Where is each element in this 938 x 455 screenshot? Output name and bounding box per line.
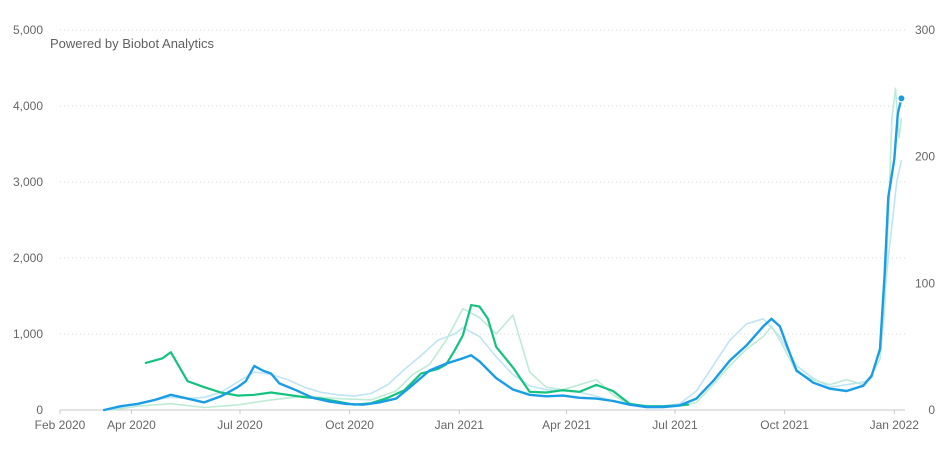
left-y-tick-label: 4,000 xyxy=(13,99,43,113)
left-y-tick-label: 5,000 xyxy=(13,23,43,37)
right-y-tick-label: 300 xyxy=(915,23,935,37)
x-tick-label: Apr 2020 xyxy=(107,418,156,432)
series-layer xyxy=(102,87,906,412)
grid-lines xyxy=(60,29,905,411)
series-line-light-blue xyxy=(103,159,903,411)
right-y-tick-label: 0 xyxy=(928,403,935,417)
left-y-tick-label: 2,000 xyxy=(13,251,43,265)
x-tick-label: Jul 2020 xyxy=(217,418,263,432)
right-y-tick-label: 100 xyxy=(915,276,935,290)
left-y-tick-label: 3,000 xyxy=(13,175,43,189)
right-y-tick-label: 200 xyxy=(915,150,935,164)
x-tick-label: Apr 2021 xyxy=(542,418,591,432)
left-y-axis: 0 1,000 2,000 3,000 4,000 5,000 xyxy=(13,23,43,417)
right-y-axis: 0 100 200 300 xyxy=(915,23,935,417)
x-tick-label: Jan 2022 xyxy=(870,418,920,432)
series-end-marker xyxy=(897,94,906,103)
left-y-tick-label: 1,000 xyxy=(13,327,43,341)
x-tick-label: Oct 2021 xyxy=(760,418,809,432)
series-line-green xyxy=(144,304,690,408)
x-axis: Feb 2020 Apr 2020 Jul 2020 Oct 2020 Jan 2021… xyxy=(35,410,920,432)
x-tick-label: Feb 2020 xyxy=(35,418,86,432)
x-tick-label: Jul 2021 xyxy=(652,418,698,432)
x-tick-label: Jan 2021 xyxy=(435,418,485,432)
series-line-blue xyxy=(102,97,903,412)
powered-by-label: Powered by Biobot Analytics xyxy=(50,36,215,51)
left-y-tick-label: 0 xyxy=(36,403,43,417)
x-tick-label: Oct 2020 xyxy=(325,418,374,432)
